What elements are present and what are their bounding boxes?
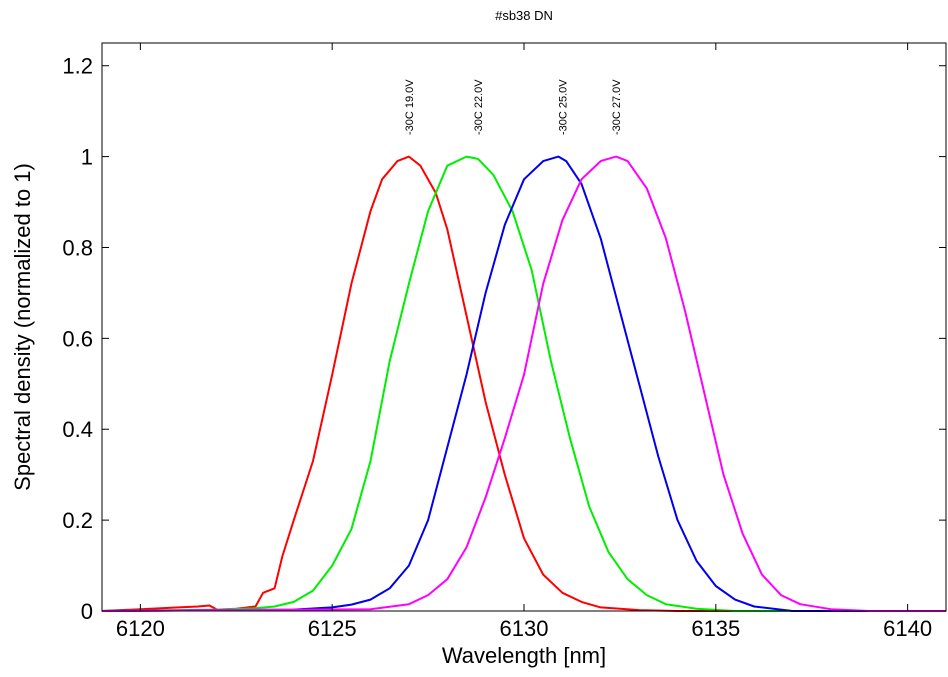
peak-label-4: -30C 27.0V: [611, 79, 623, 135]
x-axis-title: Wavelength [nm]: [442, 643, 606, 668]
chart-title: #sb38 DN: [495, 8, 553, 23]
series-line-3: [101, 155, 946, 612]
x-tick-label: 6130: [500, 616, 549, 641]
series-line-4: [101, 155, 946, 612]
y-tick-label: 1: [81, 145, 93, 170]
plot-area: [101, 155, 946, 612]
x-tick-label: 6125: [308, 616, 357, 641]
y-tick-label: 0.2: [62, 508, 93, 533]
y-axis-title: Spectral density (normalized to 1): [10, 163, 35, 491]
y-tick-label: 1.2: [62, 54, 93, 79]
peak-label-1: -30C 19.0V: [404, 79, 416, 135]
peak-label-2: -30C 22.0V: [473, 79, 485, 135]
y-tick-label: 0.6: [62, 326, 93, 351]
series-line-1: [101, 155, 946, 612]
y-tick-label: 0.8: [62, 235, 93, 260]
y-tick-label: 0.4: [62, 417, 93, 442]
axis-ticks: 6120 6125 6130 6135 6140 0 0.2 0.4 0.6 0.8 1 1.2: [62, 43, 946, 641]
x-tick-label: 6135: [691, 616, 740, 641]
x-tick-label: 6120: [116, 616, 165, 641]
series-line-2: [101, 155, 946, 612]
plot-frame: [101, 42, 947, 612]
peak-labels: -30C 19.0V -30C 22.0V -30C 25.0V -30C 27.0V: [404, 79, 623, 135]
x-tick-label: 6140: [883, 616, 932, 641]
y-tick-label: 0: [81, 599, 93, 624]
peak-label-3: -30C 25.0V: [557, 79, 569, 135]
